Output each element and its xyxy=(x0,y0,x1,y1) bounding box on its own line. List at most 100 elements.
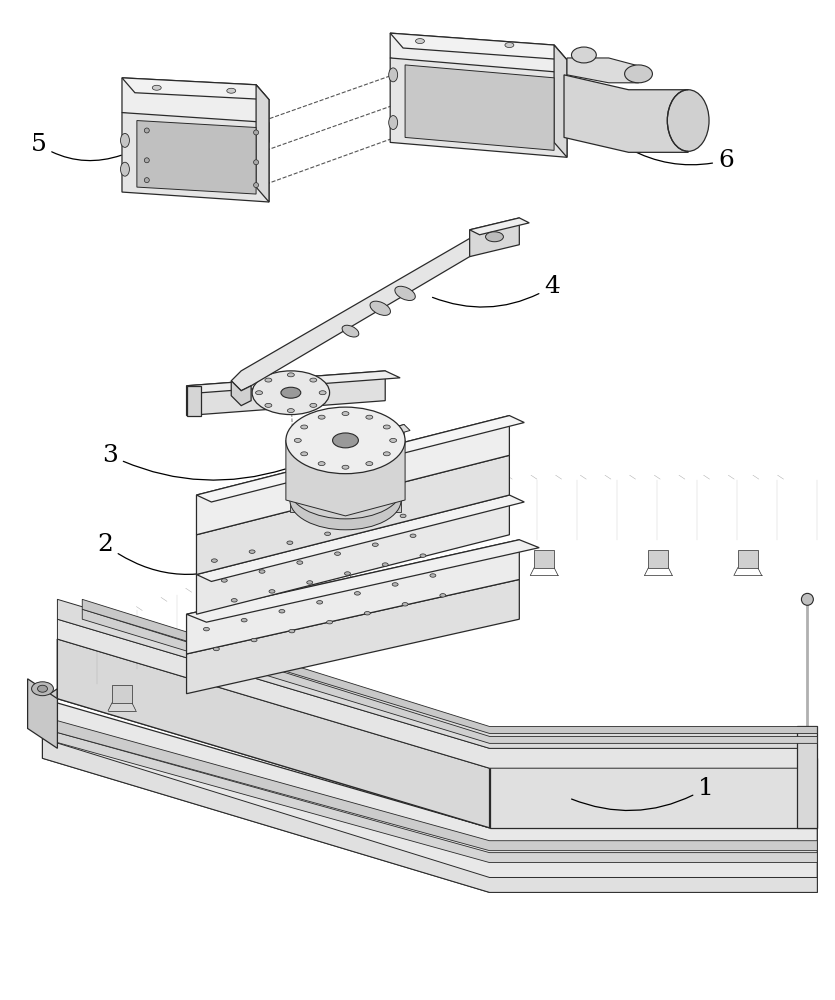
Ellipse shape xyxy=(144,178,149,183)
Text: 2: 2 xyxy=(97,533,246,574)
Ellipse shape xyxy=(301,425,307,429)
Polygon shape xyxy=(405,65,554,150)
Ellipse shape xyxy=(301,460,389,510)
Ellipse shape xyxy=(392,583,398,586)
Ellipse shape xyxy=(430,574,436,577)
Polygon shape xyxy=(196,416,509,535)
Polygon shape xyxy=(554,45,567,157)
Polygon shape xyxy=(196,495,524,581)
Ellipse shape xyxy=(667,90,709,151)
Ellipse shape xyxy=(289,629,295,633)
Ellipse shape xyxy=(389,116,397,129)
Ellipse shape xyxy=(296,561,303,564)
Polygon shape xyxy=(390,33,567,108)
Ellipse shape xyxy=(366,415,372,419)
Ellipse shape xyxy=(252,371,330,415)
Ellipse shape xyxy=(345,572,351,575)
Ellipse shape xyxy=(318,462,325,466)
Ellipse shape xyxy=(251,638,257,642)
Ellipse shape xyxy=(286,407,405,474)
Ellipse shape xyxy=(354,592,361,595)
Polygon shape xyxy=(196,455,509,575)
Ellipse shape xyxy=(231,599,237,602)
Polygon shape xyxy=(58,639,489,828)
Polygon shape xyxy=(122,113,269,202)
Ellipse shape xyxy=(326,620,332,624)
Polygon shape xyxy=(186,386,201,416)
Text: 3: 3 xyxy=(102,444,286,480)
Text: 4: 4 xyxy=(433,275,560,307)
Polygon shape xyxy=(290,500,401,512)
Ellipse shape xyxy=(440,594,446,597)
Polygon shape xyxy=(256,85,269,202)
Ellipse shape xyxy=(382,563,388,566)
Ellipse shape xyxy=(342,465,349,469)
Ellipse shape xyxy=(410,534,416,537)
Ellipse shape xyxy=(214,647,220,651)
Ellipse shape xyxy=(221,579,227,582)
Ellipse shape xyxy=(319,391,326,395)
Ellipse shape xyxy=(265,403,272,407)
Ellipse shape xyxy=(249,550,255,553)
Ellipse shape xyxy=(288,421,403,484)
Ellipse shape xyxy=(289,457,402,519)
Polygon shape xyxy=(289,464,402,476)
Ellipse shape xyxy=(402,603,408,606)
Ellipse shape xyxy=(279,610,285,613)
Ellipse shape xyxy=(287,409,294,413)
Polygon shape xyxy=(390,425,410,434)
Polygon shape xyxy=(58,599,817,748)
Polygon shape xyxy=(564,75,688,152)
Ellipse shape xyxy=(306,581,312,584)
Polygon shape xyxy=(191,656,211,674)
Ellipse shape xyxy=(318,415,325,419)
Ellipse shape xyxy=(316,601,322,604)
Ellipse shape xyxy=(310,403,316,407)
Ellipse shape xyxy=(420,554,426,557)
Ellipse shape xyxy=(38,685,48,692)
Polygon shape xyxy=(420,572,440,589)
Ellipse shape xyxy=(400,514,406,518)
Ellipse shape xyxy=(625,65,652,83)
Polygon shape xyxy=(137,121,256,194)
Ellipse shape xyxy=(32,682,53,696)
Ellipse shape xyxy=(383,452,390,456)
Ellipse shape xyxy=(364,612,370,615)
Ellipse shape xyxy=(332,433,358,448)
Polygon shape xyxy=(122,78,269,142)
Polygon shape xyxy=(186,371,400,393)
Text: 1: 1 xyxy=(572,777,714,811)
Ellipse shape xyxy=(227,88,235,93)
Ellipse shape xyxy=(265,378,272,382)
Polygon shape xyxy=(186,579,519,694)
Polygon shape xyxy=(43,689,58,758)
Polygon shape xyxy=(231,381,251,406)
Polygon shape xyxy=(43,717,817,851)
Ellipse shape xyxy=(254,183,259,188)
Polygon shape xyxy=(390,33,567,60)
Text: 6: 6 xyxy=(629,149,734,172)
Ellipse shape xyxy=(571,47,596,63)
Ellipse shape xyxy=(383,425,390,429)
Ellipse shape xyxy=(395,286,415,300)
Polygon shape xyxy=(186,371,385,416)
Polygon shape xyxy=(286,440,405,516)
Ellipse shape xyxy=(505,43,514,48)
Ellipse shape xyxy=(301,452,307,456)
Ellipse shape xyxy=(389,68,397,82)
Polygon shape xyxy=(357,424,363,468)
Polygon shape xyxy=(122,78,269,100)
Ellipse shape xyxy=(310,378,316,382)
Ellipse shape xyxy=(313,467,377,503)
Polygon shape xyxy=(301,615,321,633)
Ellipse shape xyxy=(485,232,504,242)
Polygon shape xyxy=(390,425,404,478)
Polygon shape xyxy=(43,728,817,863)
Ellipse shape xyxy=(288,444,403,508)
Ellipse shape xyxy=(289,433,402,496)
Polygon shape xyxy=(186,540,539,622)
Polygon shape xyxy=(196,416,524,502)
Ellipse shape xyxy=(144,128,149,133)
Ellipse shape xyxy=(325,532,331,536)
Ellipse shape xyxy=(256,391,262,395)
